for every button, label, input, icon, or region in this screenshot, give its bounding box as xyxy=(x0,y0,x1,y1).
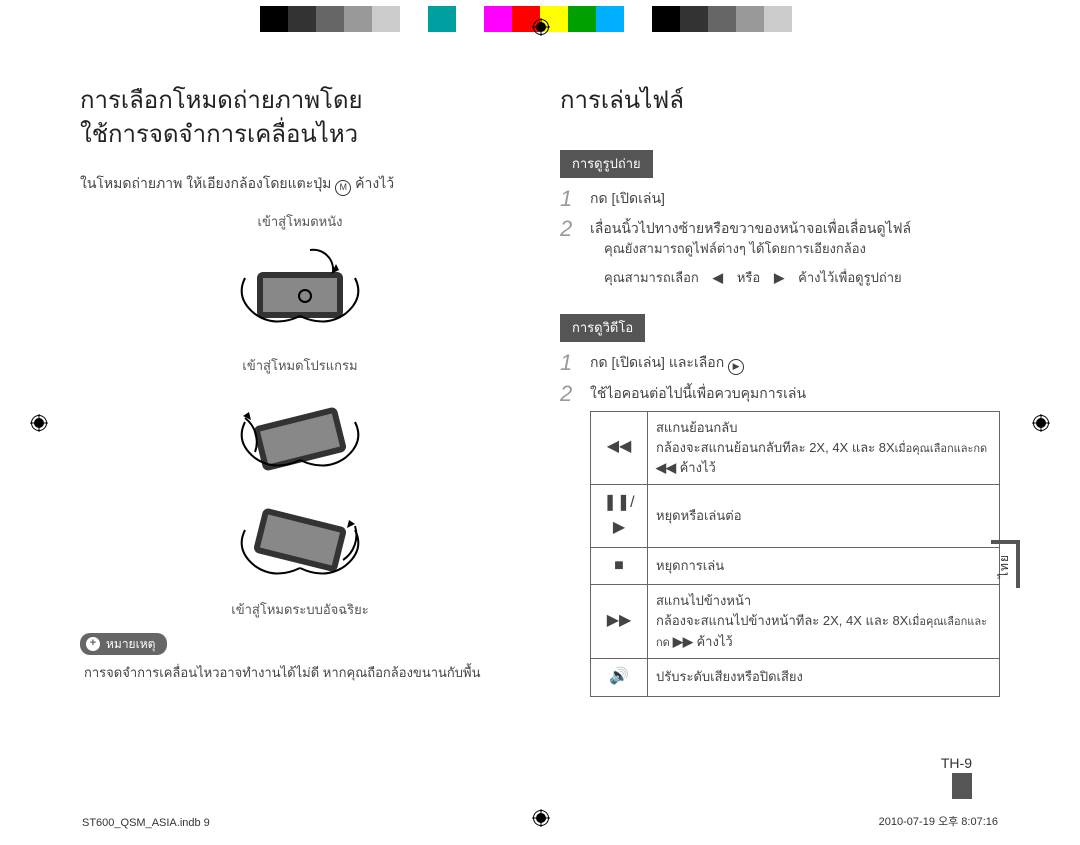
pauseplay-icon: ❚❚/▶ xyxy=(591,484,648,547)
note-block: + หมายเหตุ การจดจำการเคลื่อนไหวอาจทำงานไ… xyxy=(80,627,520,684)
video-steps: 1 กด [เปิดเล่น] และเลือก ▶ 2 ใช้ไอคอนต่อ… xyxy=(560,352,1000,697)
side-language-tab: ไทย xyxy=(991,540,1020,588)
mode3-caption: เข้าสู่โหมดระบบอัจฉริยะ xyxy=(80,600,520,620)
mode-block-2: เข้าสู่โหมดโปรแกรม xyxy=(80,356,520,482)
table-row: ◀◀ สแกนย้อนกลับ กล้องจะสแกนย้อนกลับทีละ … xyxy=(591,411,1000,484)
step-num: 1 xyxy=(560,352,576,374)
table-row: 🔊 ปรับระดับเสียงหรือปิดเสียง xyxy=(591,658,1000,696)
illustration-movie-mode xyxy=(215,238,385,338)
note-pill: + หมายเหตุ xyxy=(80,633,167,656)
vstep1-text: กด [เปิดเล่น] และเลือก ▶ xyxy=(590,352,744,375)
stop-icon: ■ xyxy=(591,547,648,585)
right-arrow-icon: ▶ xyxy=(774,268,784,288)
stop-desc: หยุดการเล่น xyxy=(648,547,1000,585)
footer-timestamp: 2010-07-19 오후 8:07:16 xyxy=(879,813,998,829)
volume-icon: 🔊 xyxy=(591,658,648,696)
mode-icon: M xyxy=(335,180,351,196)
page-number-bar xyxy=(952,773,972,799)
registration-mark-top xyxy=(532,18,550,36)
note-label: หมายเหตุ xyxy=(106,635,155,654)
registration-mark-bottom xyxy=(532,809,550,827)
mode1-caption: เข้าสู่โหมดหนัง xyxy=(80,212,520,232)
mode-block-3: เข้าสู่โหมดระบบอัจฉริยะ xyxy=(80,500,520,620)
bullet2: คุณสามารถเลือก ◀ หรือ ▶ ค้างไว้เพื่อดูรู… xyxy=(604,268,911,288)
table-row: ▶▶ สแกนไปข้างหน้า กล้องจะสแกนไปข้างหน้าท… xyxy=(591,585,1000,658)
rewind-desc: สแกนย้อนกลับ กล้องจะสแกนย้อนกลับทีละ 2X,… xyxy=(648,411,1000,484)
column-left: การเลือกโหมดถ่ายภาพโดย ใช้การจดจำการเคลื… xyxy=(80,80,520,785)
illustration-smart-mode xyxy=(215,500,385,600)
page-content: การเลือกโหมดถ่ายภาพโดย ใช้การจดจำการเคลื… xyxy=(80,80,1000,785)
registration-mark-right xyxy=(1032,414,1050,432)
volume-desc: ปรับระดับเสียงหรือปิดเสียง xyxy=(648,658,1000,696)
step-num: 2 xyxy=(560,383,576,405)
mode2-caption: เข้าสู่โหมดโปรแกรม xyxy=(80,356,520,376)
illustration-program-mode xyxy=(215,382,385,482)
page-number: TH-9 xyxy=(941,755,972,771)
footer-filename: ST600_QSM_ASIA.indb 9 xyxy=(82,817,210,829)
rewind-icon: ◀◀ xyxy=(591,411,648,484)
step-num: 1 xyxy=(560,188,576,210)
step1-text: กด [เปิดเล่น] xyxy=(590,188,665,210)
heading-play-files: การเล่นไฟล์ xyxy=(560,84,1000,118)
mode-block-1: เข้าสู่โหมดหนัง xyxy=(80,212,520,338)
step2-text: เลื่อนนิ้วไปทางซ้ายหรือขวาของหน้าจอเพื่อ… xyxy=(590,218,911,240)
photo-steps: 1 กด [เปิดเล่น] 2 เลื่อนนิ้วไปทางซ้ายหรื… xyxy=(560,188,1000,296)
pauseplay-desc: หยุดหรือเล่นต่อ xyxy=(648,484,1000,547)
section-photo-tab: การดูรูปถ่าย xyxy=(560,150,653,178)
step2-block: เลื่อนนิ้วไปทางซ้ายหรือขวาของหน้าจอเพื่อ… xyxy=(590,218,911,296)
intro-text: ในโหมดถ่ายภาพ ให้เอียงกล้องโดยแตะปุ่ม M … xyxy=(80,173,520,196)
ffwd-icon: ▶▶ xyxy=(591,585,648,658)
step2-bullets: คุณยังสามารถดูไฟล์ต่างๆ ได้โดยการเอียงกล… xyxy=(590,239,911,287)
ffwd-inline-icon: ▶▶ xyxy=(673,634,693,649)
step-num: 2 xyxy=(560,218,576,240)
table-row: ■ หยุดการเล่น xyxy=(591,547,1000,585)
plus-icon: + xyxy=(86,637,100,651)
registration-mark-left xyxy=(30,414,48,432)
rewind-inline-icon: ◀◀ xyxy=(656,460,676,475)
play-circle-icon: ▶ xyxy=(728,359,744,375)
heading-motion-mode: การเลือกโหมดถ่ายภาพโดย ใช้การจดจำการเคลื… xyxy=(80,84,520,151)
column-right: การเล่นไฟล์ การดูรูปถ่าย 1 กด [เปิดเล่น]… xyxy=(560,80,1000,785)
intro-after: ค้างไว้ xyxy=(355,175,394,191)
intro-before: ในโหมดถ่ายภาพ ให้เอียงกล้องโดยแตะปุ่ม xyxy=(80,175,335,191)
table-row: ❚❚/▶ หยุดหรือเล่นต่อ xyxy=(591,484,1000,547)
bullet1: คุณยังสามารถดูไฟล์ต่างๆ ได้โดยการเอียงกล… xyxy=(604,239,911,259)
note-text: การจดจำการเคลื่อนไหวอาจทำงานได้ไม่ดี หาก… xyxy=(80,661,520,683)
vstep2-text: ใช้ไอคอนต่อไปนี้เพื่อควบคุมการเล่น xyxy=(590,383,1000,405)
ffwd-desc: สแกนไปข้างหน้า กล้องจะสแกนไปข้างหน้าทีละ… xyxy=(648,585,1000,658)
section-video-tab: การดูวิดีโอ xyxy=(560,314,645,342)
left-arrow-icon: ◀ xyxy=(713,268,723,288)
vstep2-block: ใช้ไอคอนต่อไปนี้เพื่อควบคุมการเล่น ◀◀ สแ… xyxy=(590,383,1000,697)
playback-icon-table: ◀◀ สแกนย้อนกลับ กล้องจะสแกนย้อนกลับทีละ … xyxy=(590,411,1000,697)
